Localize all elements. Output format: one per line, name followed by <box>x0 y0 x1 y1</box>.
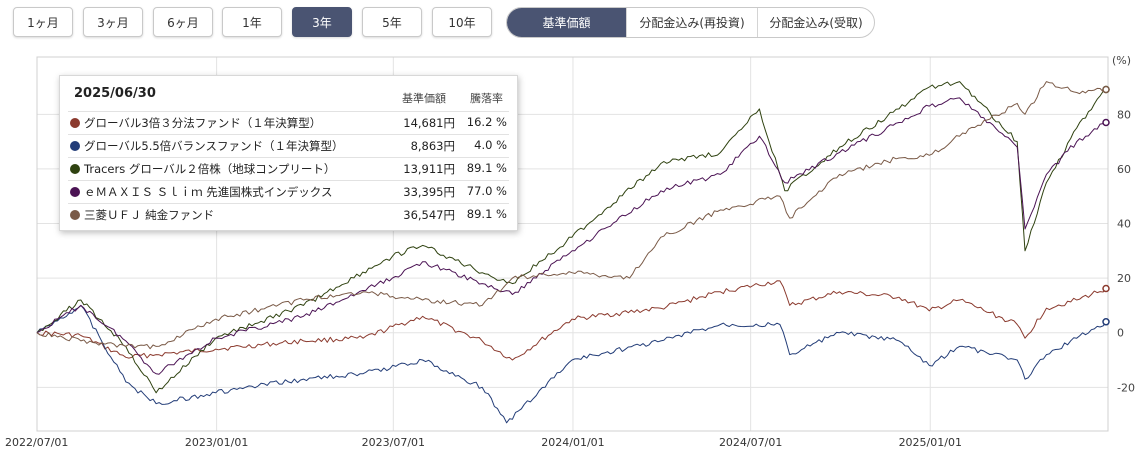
fund-change: 89.1 % <box>466 207 507 221</box>
series-line <box>36 81 1107 394</box>
x-tick-label: 2023/07/01 <box>362 436 425 449</box>
fund-price: 13,911円 <box>403 162 455 176</box>
tooltip-header-price: 基準価額 <box>402 92 446 105</box>
fund-price: 8,863円 <box>410 139 455 153</box>
y-unit-label: (%) <box>1112 54 1131 67</box>
period-button-1m[interactable]: 1ヶ月 <box>13 7 73 37</box>
y-axis-labels: -20 0 20 40 60 80 <box>1117 108 1135 394</box>
tooltip-header-change: 騰落率 <box>470 92 503 105</box>
x-tick-label: 2022/07/01 <box>5 436 68 449</box>
fund-name: Tracers グローバル２倍株（地球コンプリート） <box>84 162 336 176</box>
fund-change: 77.0 % <box>466 184 507 198</box>
series-line <box>36 280 1107 361</box>
y-tick-label: -20 <box>1117 381 1135 394</box>
period-button-5y[interactable]: 5年 <box>362 7 422 37</box>
fund-change: 4.0 % <box>474 138 507 152</box>
tooltip-row: ｅＭＡＸＩＳ Ｓｌｉｍ 先進国株式インデックス 33,395円 77.0 % <box>68 180 509 203</box>
mode-tab-group: 基準価額 分配金込み(再投資) 分配金込み(受取) <box>506 7 875 38</box>
series-line <box>36 81 1107 350</box>
tooltip-panel: 2025/06/30 基準価額 騰落率 グローバル3倍３分法ファンド（１年決算型… <box>59 75 518 231</box>
tooltip-date: 2025/06/30 <box>74 86 156 101</box>
tab-received[interactable]: 分配金込み(受取) <box>757 8 874 37</box>
fund-name: グローバル5.5倍バランスファンド（１年決算型） <box>84 139 344 153</box>
series-color-dot <box>70 210 80 220</box>
plot-frame <box>36 56 1109 432</box>
fund-name: ｅＭＡＸＩＳ Ｓｌｉｍ 先進国株式インデックス <box>84 185 333 199</box>
series-end-marker <box>1102 318 1110 326</box>
tab-reinvest[interactable]: 分配金込み(再投資) <box>626 8 757 37</box>
period-button-1y[interactable]: 1年 <box>222 7 282 37</box>
series-color-dot <box>70 141 80 151</box>
x-axis-labels: 2022/07/01 2023/01/01 2023/07/01 2024/01/01… <box>5 436 962 449</box>
fund-price: 36,547円 <box>403 208 455 222</box>
x-tick-label: 2025/01/01 <box>899 436 962 449</box>
series-line <box>36 304 1107 424</box>
series-end-marker <box>1102 284 1110 293</box>
period-button-3y[interactable]: 3年 <box>292 7 352 37</box>
tooltip-row: グローバル3倍３分法ファンド（１年決算型） 14,681円 16.2 % <box>68 111 509 134</box>
fund-price: 14,681円 <box>403 116 455 130</box>
series-end-marker <box>1102 85 1110 94</box>
tooltip-row: グローバル5.5倍バランスファンド（１年決算型） 8,863円 4.0 % <box>68 134 509 157</box>
series-end-marker <box>1102 118 1110 127</box>
series-lines <box>36 81 1110 424</box>
period-button-3m[interactable]: 3ヶ月 <box>83 7 143 37</box>
fund-price: 33,395円 <box>403 185 455 199</box>
series-color-dot <box>70 164 80 174</box>
period-button-10y[interactable]: 10年 <box>432 7 492 37</box>
fund-change: 89.1 % <box>466 161 507 175</box>
x-tick-label: 2024/01/01 <box>541 436 604 449</box>
y-tick-label: 40 <box>1117 218 1131 231</box>
series-color-dot <box>70 118 80 128</box>
series-color-dot <box>70 187 80 197</box>
tab-base-price[interactable]: 基準価額 <box>507 8 626 37</box>
tooltip-row: Tracers グローバル２倍株（地球コンプリート） 13,911円 89.1 … <box>68 157 509 180</box>
y-tick-label: 20 <box>1117 272 1131 285</box>
fund-name: 三菱ＵＦＪ 純金ファンド <box>84 208 215 222</box>
y-tick-label: 80 <box>1117 108 1131 121</box>
fund-name: グローバル3倍３分法ファンド（１年決算型） <box>84 116 322 130</box>
series-line <box>36 97 1107 375</box>
y-tick-label: 60 <box>1117 163 1131 176</box>
y-tick-label: 0 <box>1117 327 1124 340</box>
x-tick-label: 2023/01/01 <box>185 436 248 449</box>
period-button-6m[interactable]: 6ヶ月 <box>153 7 213 37</box>
x-tick-label: 2024/07/01 <box>719 436 782 449</box>
tooltip-row: 三菱ＵＦＪ 純金ファンド 36,547円 89.1 % <box>68 203 509 226</box>
fund-change: 16.2 % <box>466 115 507 129</box>
